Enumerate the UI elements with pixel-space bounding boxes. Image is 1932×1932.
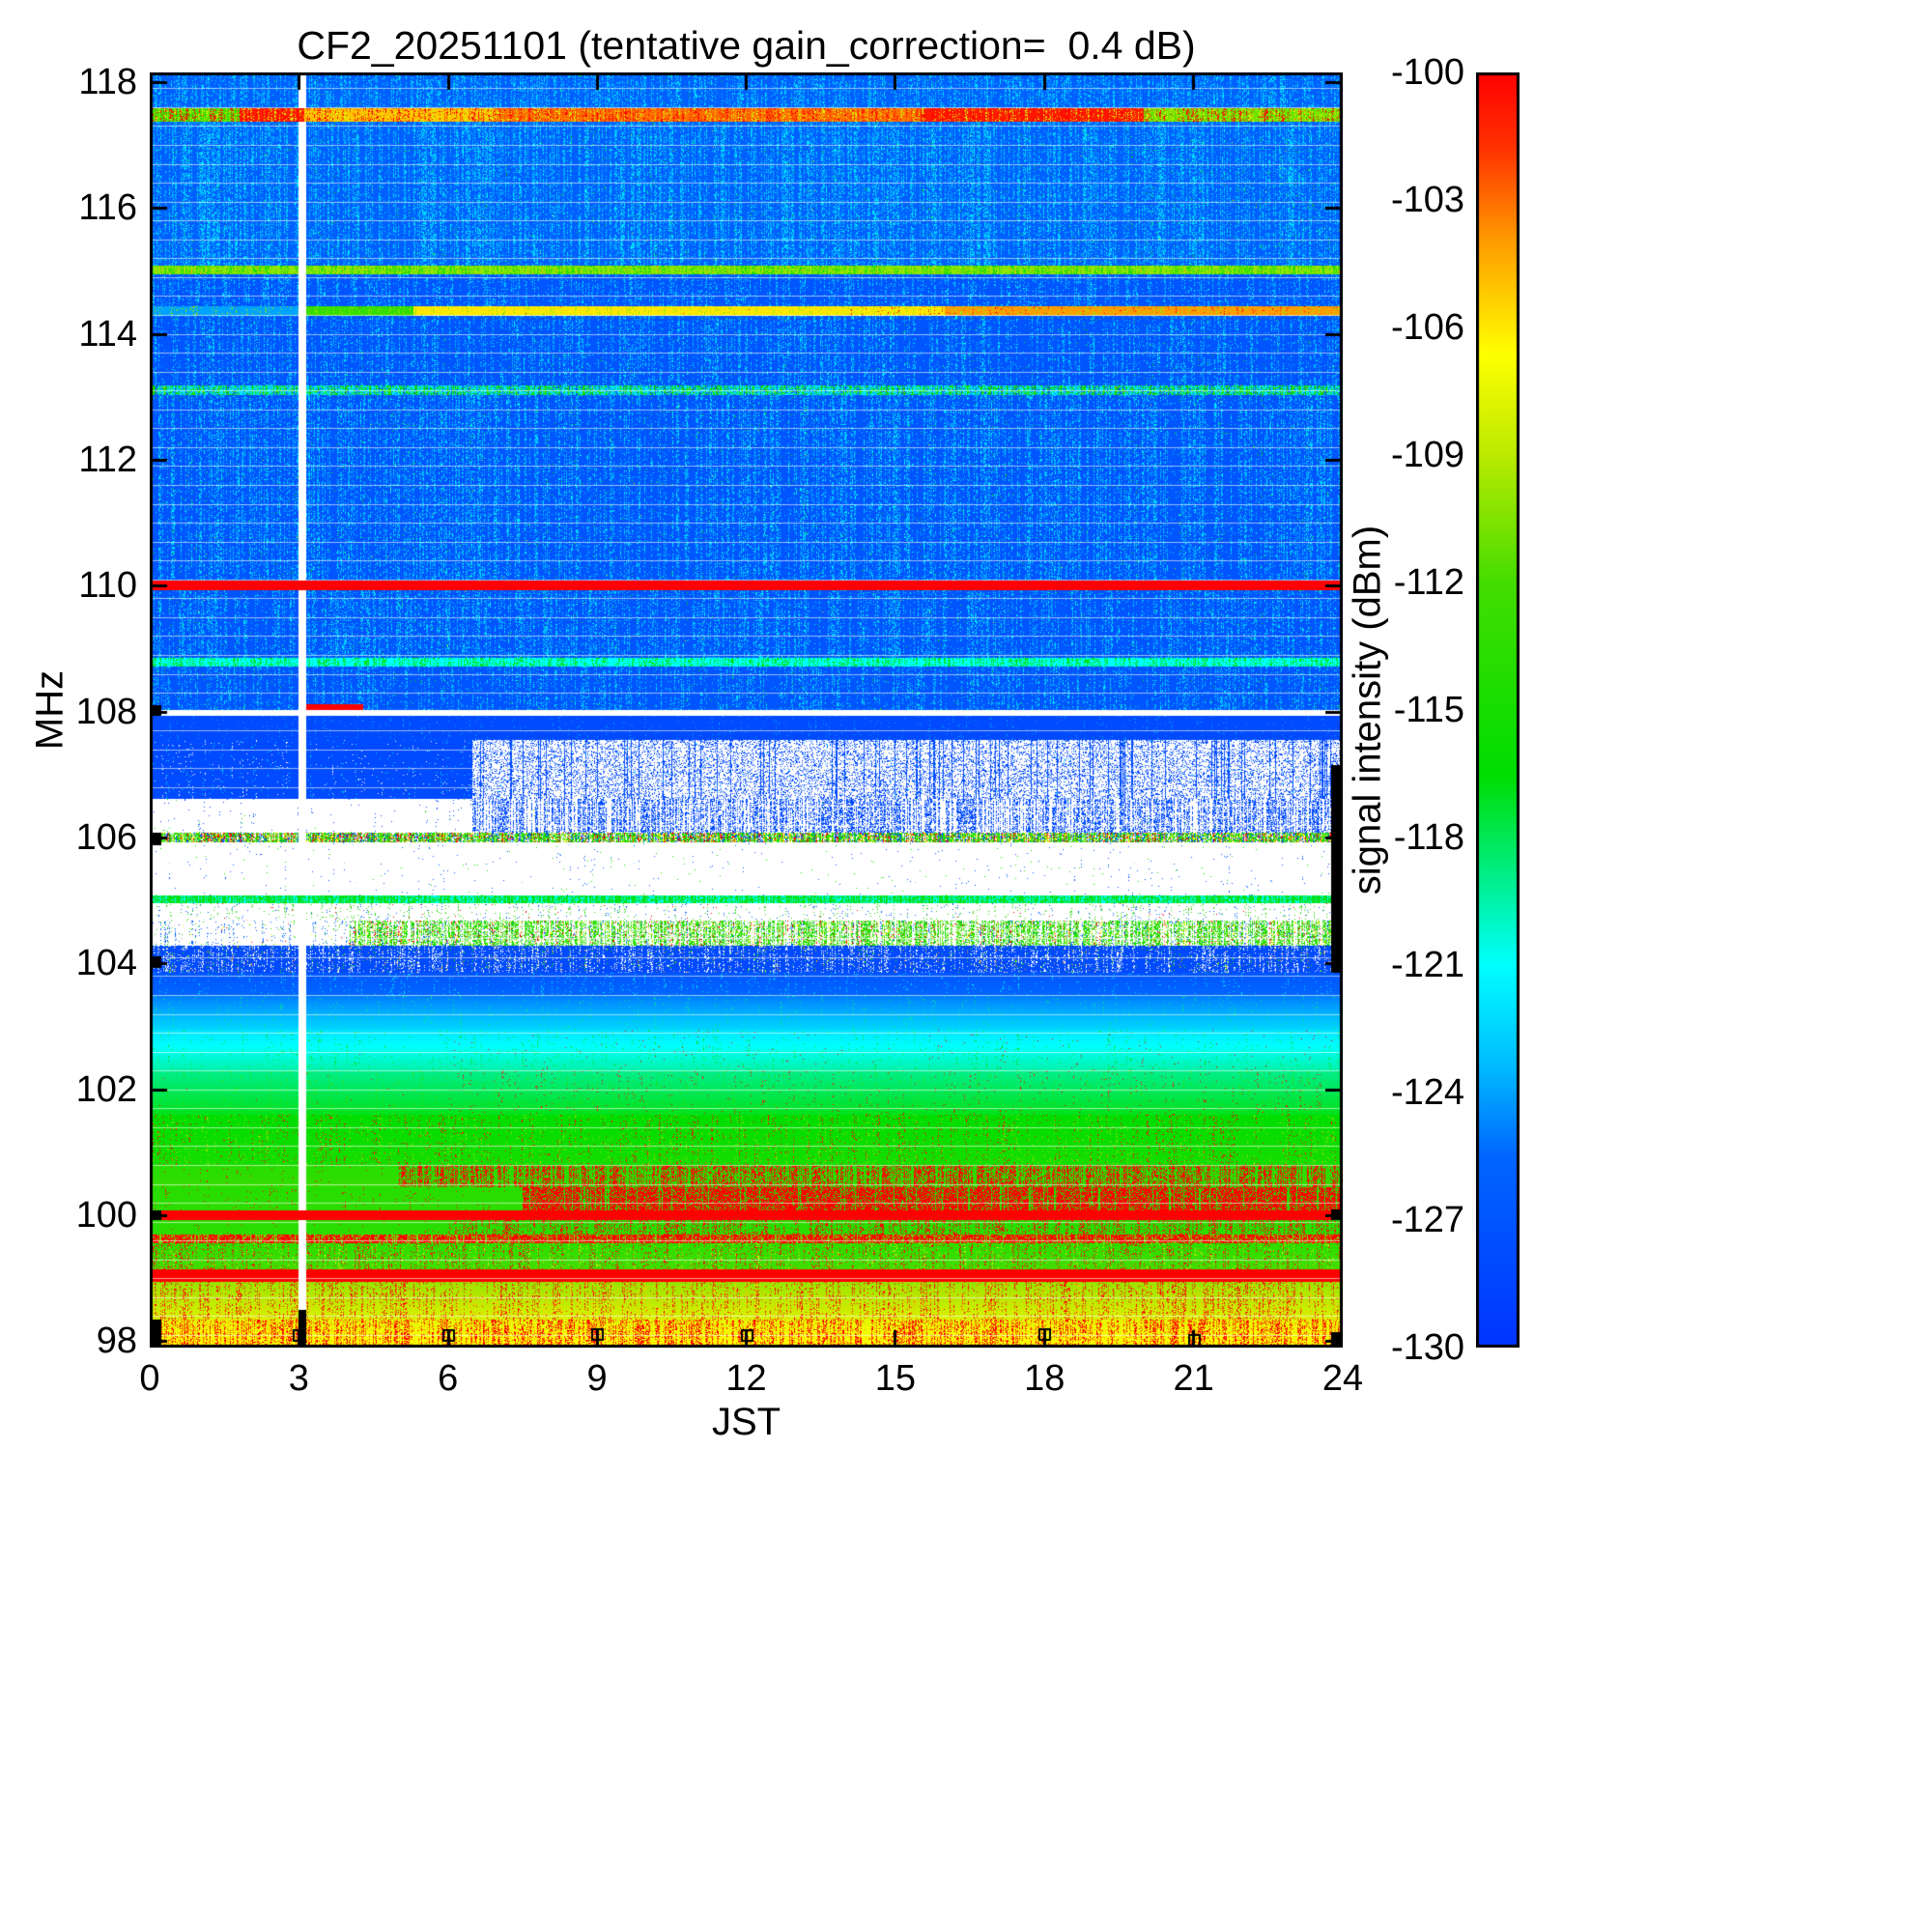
x-tick-label: 0 [139,1358,160,1399]
y-tick-label: 106 [75,817,137,858]
colorbar-tick-label: -112 [1393,562,1464,603]
y-tick-label: 112 [78,440,137,480]
colorbar-gradient [1476,72,1520,1348]
y-tick-label: 118 [78,62,137,102]
chart-title: CF2_20251101 (tentative gain_correction=… [297,23,1196,68]
y-tick-label: 104 [75,943,137,983]
colorbar-tick-label: -109 [1390,435,1464,475]
y-tick-label: 98 [96,1321,137,1361]
x-tick-label: 3 [288,1358,309,1399]
colorbar-tick-label: -124 [1390,1072,1464,1113]
colorbar-tick-label: -130 [1390,1327,1464,1368]
y-tick-label: 102 [75,1069,137,1110]
y-tick-label: 110 [78,565,137,606]
x-tick-label: 15 [874,1358,917,1399]
x-tick-label: 21 [1173,1358,1214,1399]
x-tick-label: 24 [1321,1358,1364,1399]
x-tick-label: 6 [438,1358,459,1399]
y-tick-label: 114 [78,314,137,355]
y-tick-label: 100 [75,1195,137,1236]
y-tick-label: 108 [75,692,137,732]
colorbar-tick-label: -106 [1390,307,1464,348]
colorbar-tick-label: -103 [1390,180,1464,220]
colorbar-tick-label: -115 [1393,690,1464,730]
x-tick-label: 18 [1024,1358,1065,1399]
x-axis-title: JST [711,1401,781,1443]
x-tick-label: 12 [725,1358,767,1399]
colorbar-tick-label: -100 [1390,52,1464,93]
colorbar-tick-label: -118 [1393,817,1464,858]
y-tick-label: 116 [78,187,137,228]
x-tick-label: 9 [586,1358,608,1399]
spectrogram-canvas [150,72,1343,1348]
colorbar-tick-label: -127 [1390,1200,1464,1240]
colorbar-tick-label: -121 [1390,945,1464,985]
